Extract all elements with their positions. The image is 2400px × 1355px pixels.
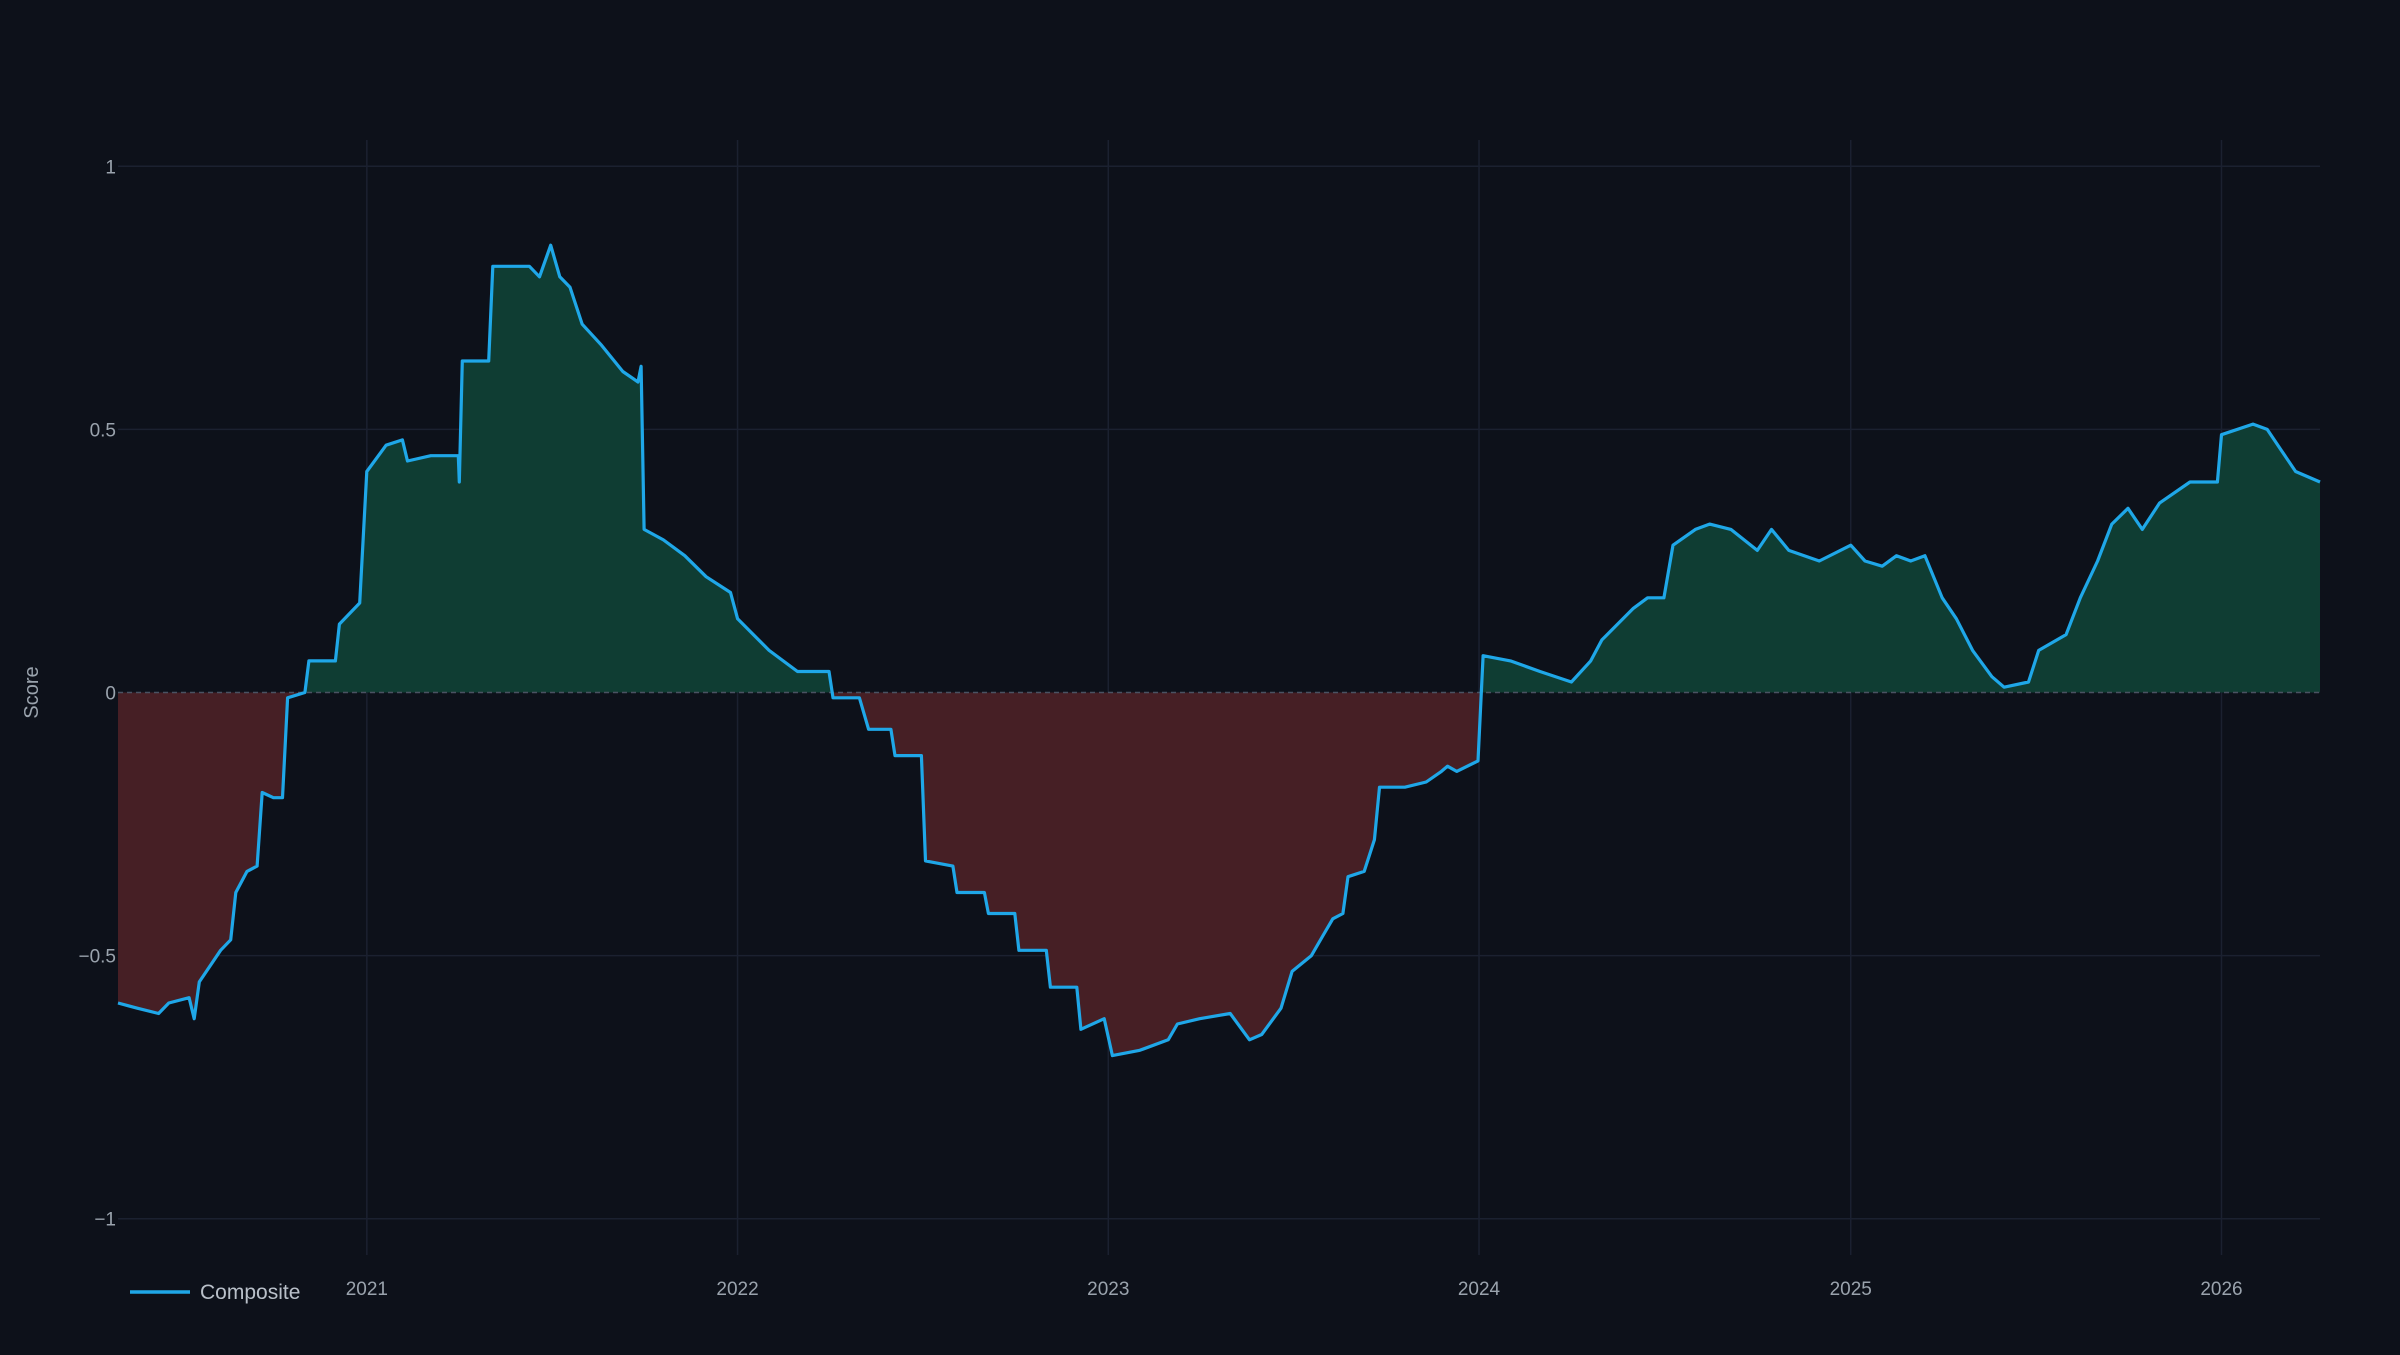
negative-area [118, 692, 305, 1019]
axes: 1 0.5 0 −0.5 −1 2021 2022 2023 2024 2025 2026 Score [21, 157, 2243, 1300]
y-tick-label: 1 [105, 157, 116, 178]
series-lines [117, 243, 2321, 1058]
y-axis-label: Score [21, 666, 43, 718]
x-tick-label: 2026 [2200, 1279, 2242, 1300]
y-tick-label: 0 [105, 684, 116, 705]
legend-label: Composite [200, 1281, 300, 1304]
x-tick-label: 2023 [1087, 1279, 1129, 1300]
x-tick-label: 2021 [346, 1279, 388, 1300]
x-tick-label: 2024 [1458, 1279, 1501, 1300]
positive-area [304, 245, 833, 693]
negative-area [832, 692, 1482, 1056]
area-fills [118, 245, 2320, 1056]
y-tick-label: −0.5 [78, 947, 116, 968]
y-tick-label: 0.5 [90, 420, 116, 441]
legend[interactable]: Composite [130, 1281, 300, 1304]
composite-line [117, 243, 2321, 1058]
x-tick-label: 2022 [716, 1279, 758, 1300]
x-tick-label: 2025 [1830, 1279, 1872, 1300]
y-tick-label: −1 [94, 1210, 116, 1231]
